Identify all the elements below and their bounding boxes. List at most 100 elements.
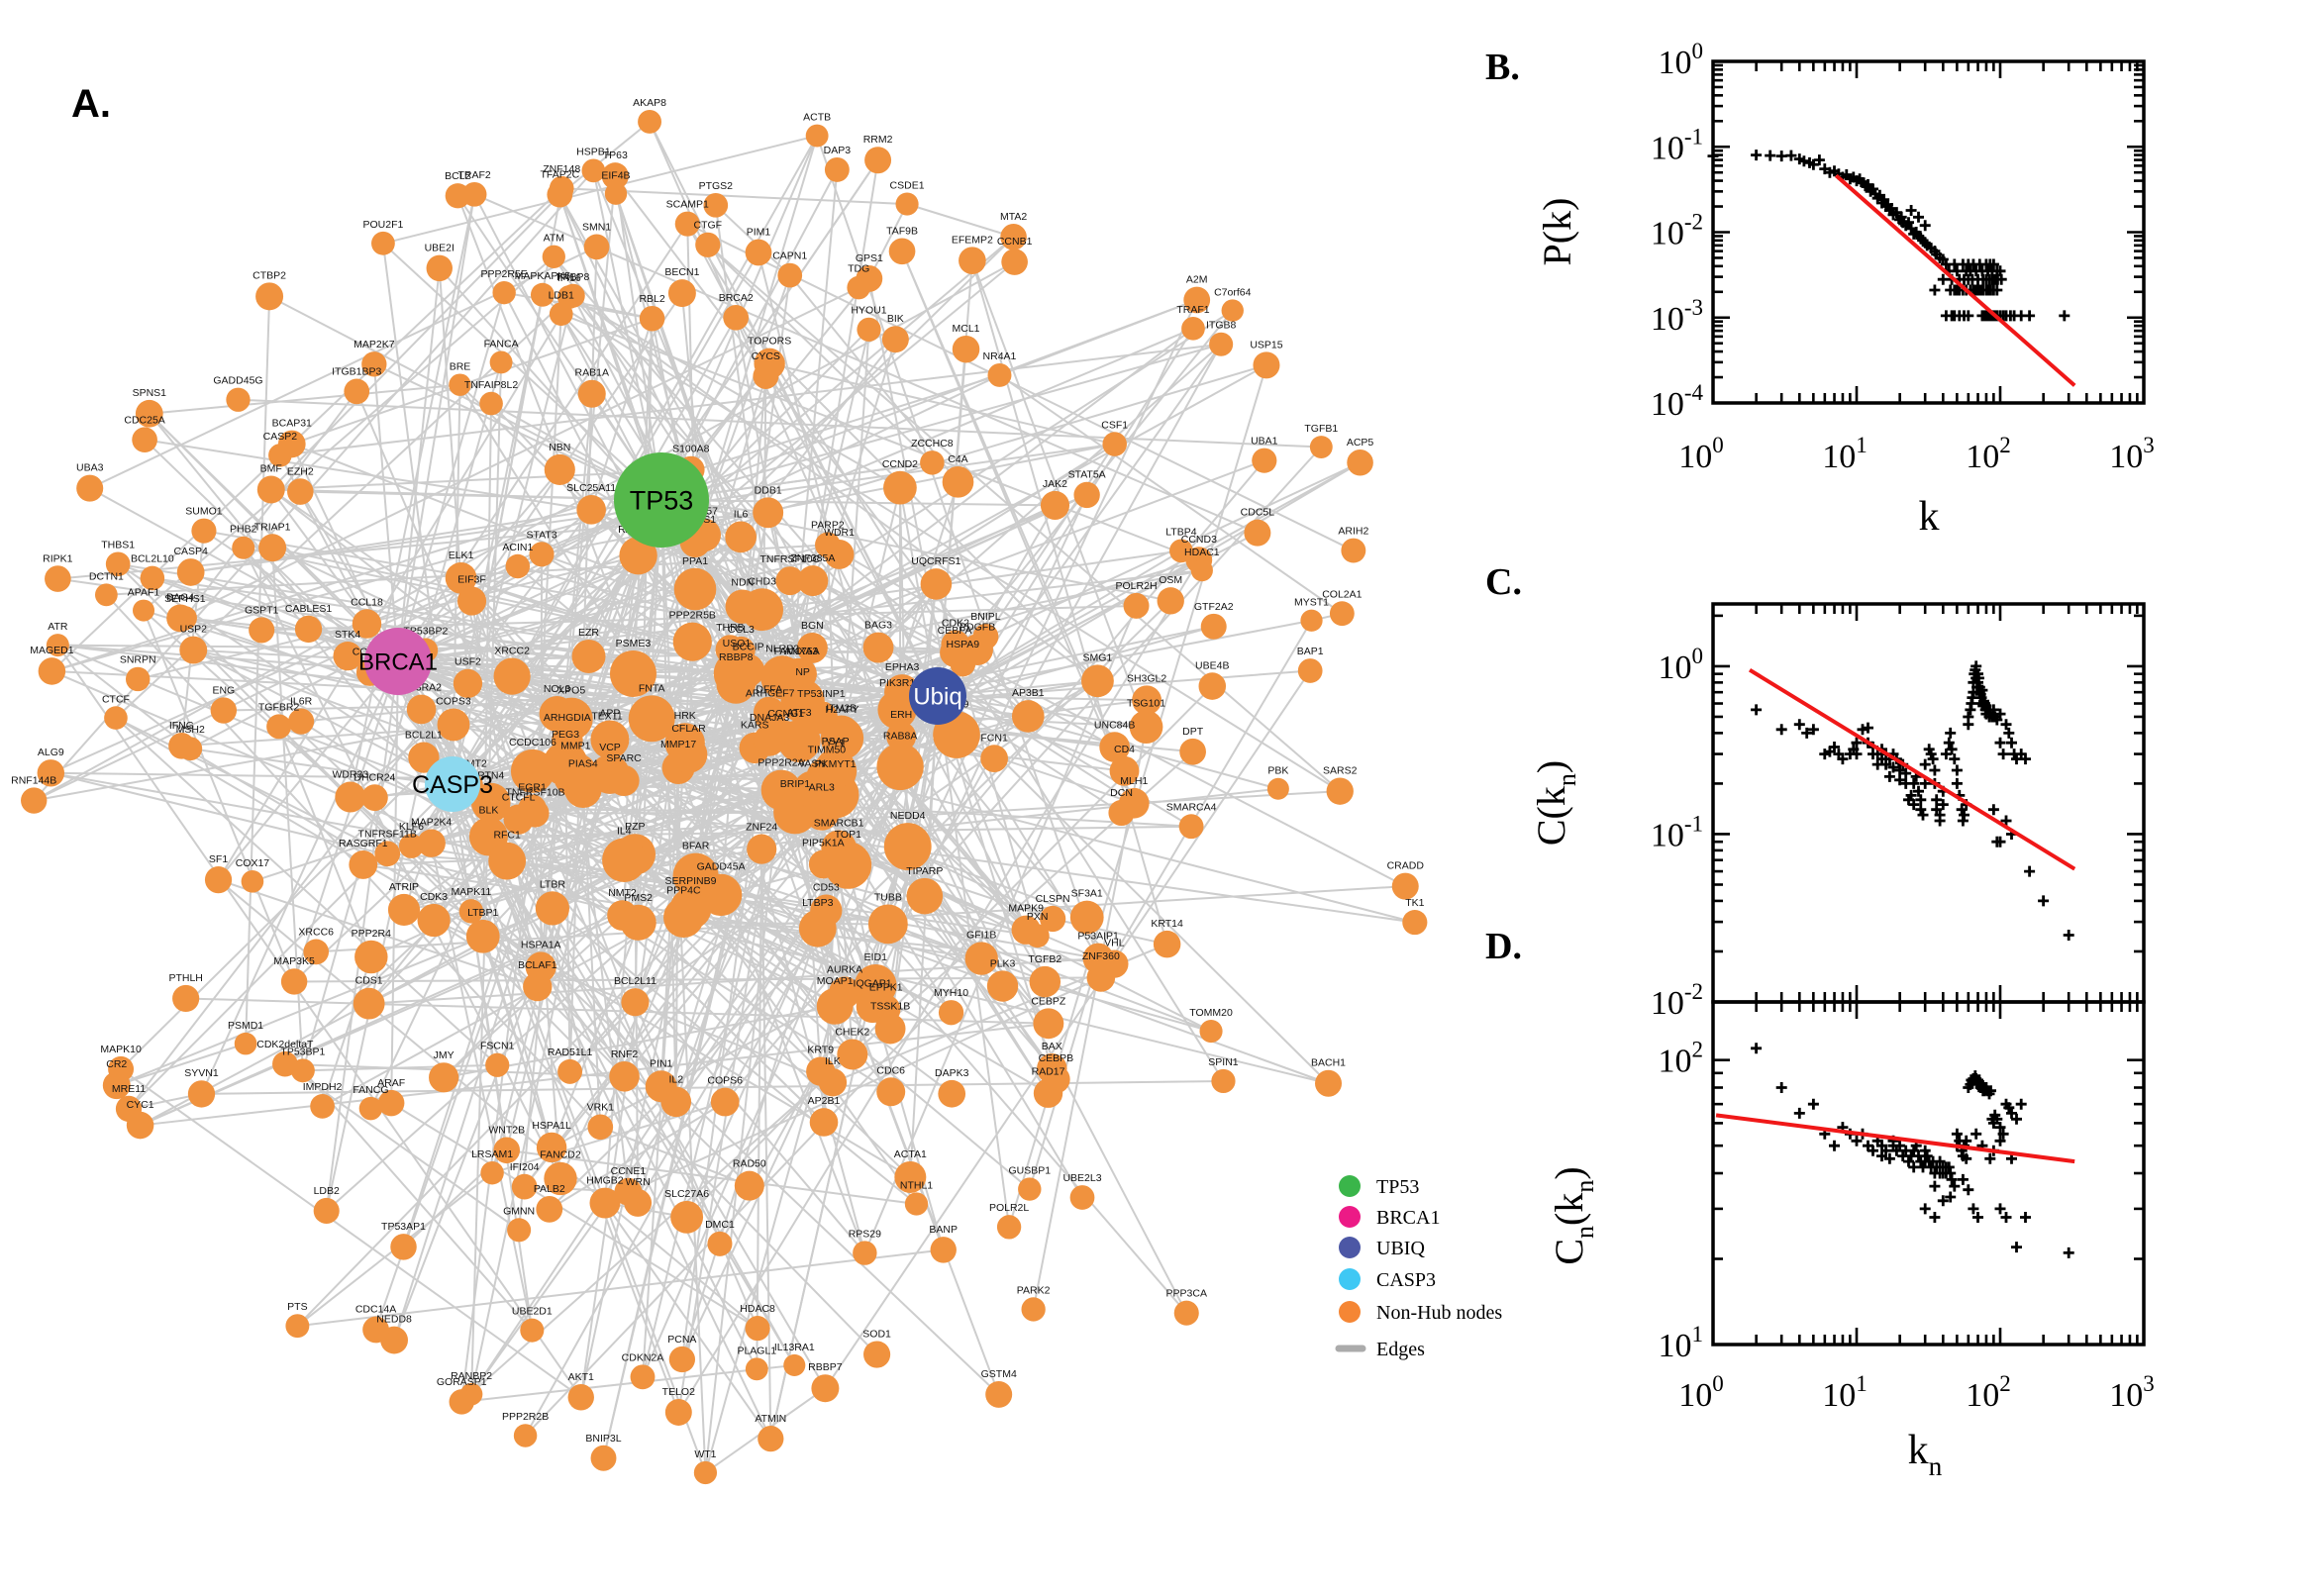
network-node: [536, 1195, 563, 1223]
network-node-label: PHB2: [230, 524, 257, 536]
network-node: [805, 124, 829, 148]
y-axis-label: P(k): [1535, 198, 1579, 266]
network-node-label: NLRP2: [765, 643, 799, 654]
network-node: [1209, 332, 1234, 356]
network-edge: [279, 343, 1222, 456]
network-node-label: NEDD4: [890, 810, 926, 822]
network-node: [503, 804, 534, 835]
network-edge: [824, 669, 1312, 1389]
network-node: [1190, 559, 1213, 582]
network-node-label: MAPK10: [100, 1044, 142, 1055]
network-node: [745, 1316, 770, 1342]
network-node-label: CCDC106: [509, 737, 556, 748]
casp3-dot-icon: [1339, 1268, 1361, 1290]
network-node-label: AP3B1: [1012, 687, 1045, 699]
network-node: [1153, 930, 1181, 958]
network-node: [796, 632, 828, 663]
network-edge: [660, 343, 1222, 501]
network-node-label: MSH2: [176, 724, 205, 736]
network-node: [874, 1013, 906, 1045]
network-node: [266, 714, 292, 740]
network-node: [549, 175, 574, 201]
network-node: [938, 1000, 964, 1026]
network-edge: [397, 660, 1031, 1190]
network-node-label: SNRPN: [120, 654, 156, 666]
tick-label: 100: [1678, 1371, 1724, 1414]
network-node: [172, 984, 200, 1013]
network-node-label: MAPK11: [452, 886, 492, 898]
network-node: [620, 904, 656, 941]
network-node-label: CSF1: [1101, 419, 1128, 431]
network-edge: [614, 175, 1030, 718]
network-node-label: WDR33: [332, 769, 368, 781]
network-node: [590, 720, 630, 759]
network-node: [294, 615, 323, 644]
network-node: [1040, 490, 1070, 521]
network-node-label: TGFBR2: [258, 701, 300, 713]
network-node: [886, 721, 917, 751]
network-node: [268, 444, 292, 467]
network-edge: [558, 194, 814, 648]
network-node-label: KRT9: [807, 1044, 834, 1055]
network-node-label: IL2: [668, 1074, 683, 1086]
network-node-label: ACP5: [1347, 437, 1374, 449]
network-node: [361, 351, 387, 377]
network-edge: [614, 175, 662, 501]
network-node-label: GADD45G: [213, 375, 262, 387]
legend-item-label: BRCA1: [1376, 1207, 1440, 1229]
plot-frame: [1711, 1000, 2146, 1347]
network-edge: [291, 317, 653, 446]
network-node: [333, 641, 362, 671]
network-node: [707, 1231, 733, 1256]
network-node: [1021, 1297, 1046, 1322]
network-edge: [117, 562, 454, 785]
network-edge: [574, 554, 640, 776]
network-node: [1086, 963, 1116, 992]
network-node: [1178, 814, 1204, 840]
network-node: [1108, 799, 1135, 827]
network-node-label: THRB: [716, 622, 745, 634]
network-node-label: CABLES1: [285, 603, 332, 615]
network-node-label: S100A8: [672, 444, 710, 455]
network-node-label: TUBB: [874, 891, 902, 903]
network-node-label: PIN1: [650, 1057, 673, 1069]
tick-label: 10-2: [1651, 979, 1703, 1022]
network-node-label: MLH1: [1120, 775, 1148, 787]
network-node-label: SPARC: [606, 752, 642, 764]
tick-label: 103: [2109, 433, 2155, 475]
network-node-label: LRSAM1: [471, 1148, 513, 1160]
network-node: [1000, 224, 1027, 250]
network-node: [601, 162, 629, 190]
network-node-label: LTBR: [540, 878, 565, 890]
network-node-label: COX17: [236, 857, 270, 869]
network-node-label: CYC1: [127, 1099, 154, 1111]
network-node-label: GORASP1: [437, 1376, 487, 1388]
network-node-label: RPS29: [849, 1228, 881, 1240]
network-node-label: COPS6: [707, 1075, 743, 1087]
network-node: [453, 668, 483, 698]
network-node-label: SOD1: [862, 1328, 891, 1340]
network-edge: [735, 317, 1099, 682]
axis-ticks: [1711, 604, 2146, 1004]
network-node-label: NMT2: [608, 887, 637, 899]
network-node: [232, 536, 255, 559]
network-node: [863, 1341, 891, 1368]
network-node: [352, 609, 382, 639]
network-edge: [867, 203, 908, 279]
network-edge: [887, 923, 1329, 1085]
network-node: [959, 247, 986, 274]
hub-node-ubiq: Ubiq: [909, 667, 966, 725]
network-node-label: TELO2: [662, 1386, 695, 1398]
network-node-label: VRK1: [587, 1101, 615, 1113]
network-node: [660, 1086, 692, 1118]
network-node-label: ANXA3: [784, 646, 819, 657]
network-node-label: APP: [599, 707, 620, 719]
network-edge: [120, 329, 870, 1070]
network-node-label: AP2B1: [808, 1095, 841, 1107]
network-node-label: EZH2: [287, 465, 314, 477]
network-edge: [660, 499, 1056, 507]
network-edge: [863, 605, 1138, 1253]
network-node: [996, 1215, 1022, 1240]
network-node: [437, 708, 470, 742]
network-node-label: RRM2: [863, 134, 893, 146]
